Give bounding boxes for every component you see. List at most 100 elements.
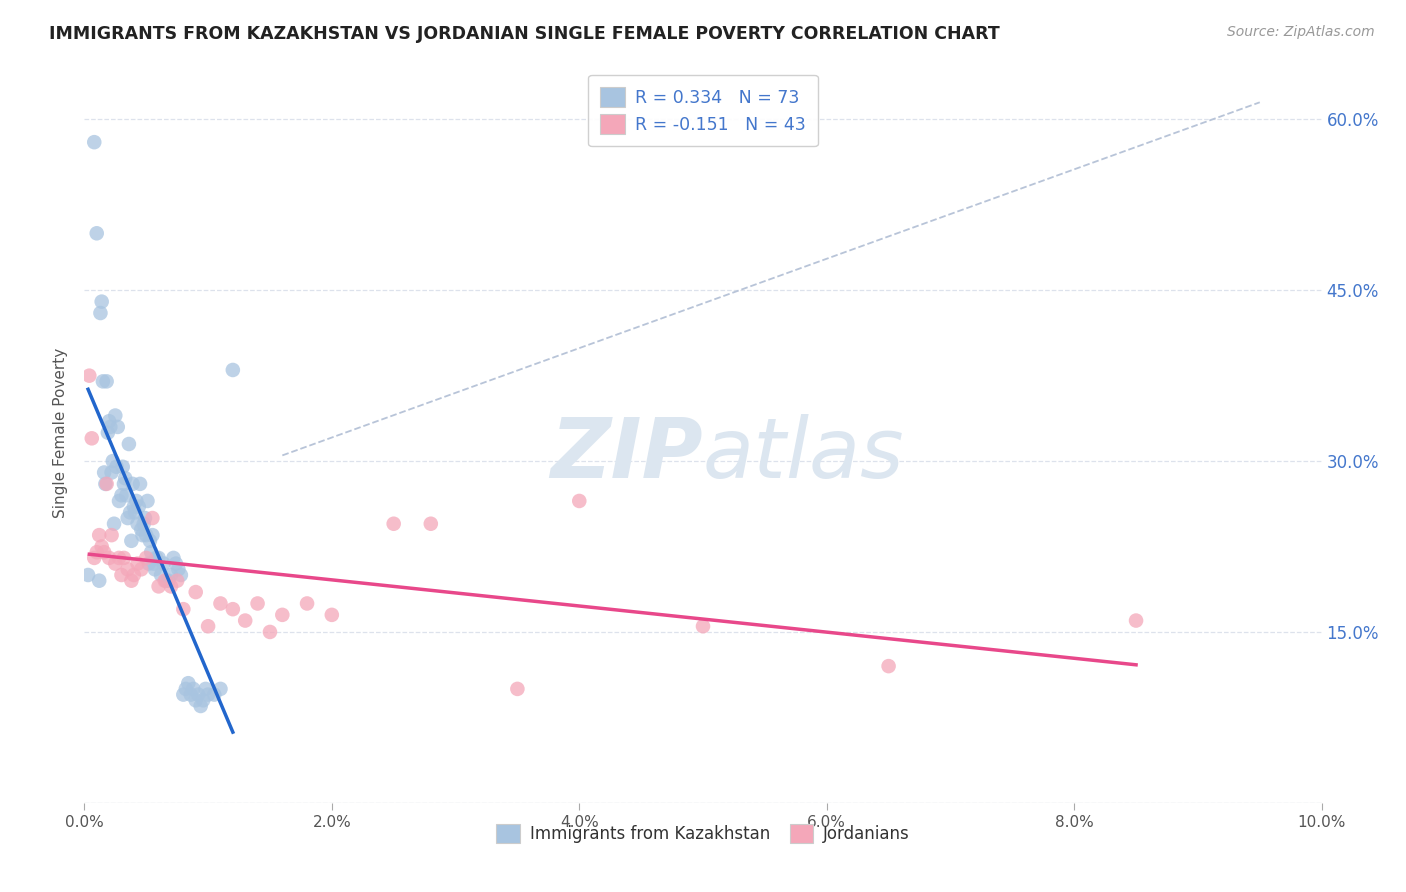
Point (174, 681, 197, 696)
Point (120, 574, 142, 588)
Point (197, 619, 219, 633)
Point (135, 528, 157, 542)
Point (110, 568, 132, 582)
Point (148, 550, 170, 565)
Point (246, 597, 269, 611)
Point (165, 557, 187, 571)
Point (111, 459, 134, 474)
Point (209, 597, 232, 611)
Point (160, 579, 183, 593)
Point (89, 306, 111, 320)
Point (96, 375, 118, 389)
Point (89, 574, 111, 588)
Point (127, 557, 149, 571)
Point (101, 454, 124, 468)
Point (141, 545, 163, 559)
Point (91, 375, 114, 389)
Point (209, 681, 232, 696)
Text: Source: ZipAtlas.com: Source: ZipAtlas.com (1227, 25, 1375, 39)
Point (93, 545, 115, 559)
Point (167, 562, 190, 576)
Point (86, 545, 108, 559)
Point (135, 550, 157, 565)
Point (122, 568, 145, 582)
Point (100, 528, 122, 542)
Point (108, 550, 131, 565)
Point (115, 488, 138, 502)
Point (122, 500, 145, 514)
Point (197, 688, 219, 702)
Point (202, 688, 225, 702)
Point (94, 476, 117, 491)
Point (80, 431, 103, 445)
Point (104, 557, 127, 571)
Point (96, 476, 118, 491)
Point (692, 619, 714, 633)
Point (129, 476, 152, 491)
Point (162, 550, 184, 565)
Point (271, 607, 294, 622)
Point (132, 516, 155, 531)
Point (103, 516, 125, 531)
Point (105, 459, 128, 474)
Point (129, 562, 152, 576)
Point (233, 614, 256, 628)
Point (141, 528, 163, 542)
Point (127, 516, 149, 531)
Point (321, 607, 343, 622)
Point (222, 602, 245, 616)
Point (166, 574, 188, 588)
Point (141, 511, 163, 525)
Point (145, 550, 167, 565)
Point (107, 420, 129, 434)
Y-axis label: Single Female Poverty: Single Female Poverty (53, 348, 69, 517)
Text: atlas: atlas (703, 414, 904, 495)
Point (131, 528, 153, 542)
Point (118, 437, 141, 451)
Point (170, 568, 193, 582)
Point (194, 681, 217, 696)
Point (90, 294, 112, 309)
Point (83, 550, 105, 565)
Point (93, 466, 115, 480)
Point (98, 550, 121, 565)
Point (295, 597, 318, 611)
Point (157, 574, 180, 588)
Point (134, 511, 156, 525)
Point (125, 494, 148, 508)
Point (77, 568, 100, 582)
Point (181, 681, 204, 696)
Point (180, 688, 202, 702)
Point (877, 659, 900, 673)
Point (184, 693, 207, 707)
Point (143, 562, 166, 576)
Point (382, 516, 405, 531)
Point (121, 476, 143, 491)
Point (191, 693, 214, 707)
Point (120, 505, 142, 519)
Point (112, 550, 135, 565)
Point (117, 562, 139, 576)
Point (124, 505, 146, 519)
Point (112, 476, 135, 491)
Point (148, 579, 170, 593)
Point (172, 602, 194, 616)
Point (150, 568, 173, 582)
Point (142, 557, 165, 571)
Point (120, 533, 142, 548)
Point (90, 540, 112, 554)
Point (155, 574, 177, 588)
Point (83, 135, 105, 149)
Point (117, 511, 139, 525)
Point (190, 698, 212, 713)
Point (98, 414, 121, 428)
Point (153, 574, 176, 588)
Point (187, 688, 209, 702)
Point (139, 533, 162, 548)
Point (86, 227, 108, 241)
Point (259, 624, 281, 639)
Point (98, 420, 121, 434)
Text: IMMIGRANTS FROM KAZAKHSTAN VS JORDANIAN SINGLE FEMALE POVERTY CORRELATION CHART: IMMIGRANTS FROM KAZAKHSTAN VS JORDANIAN … (49, 25, 1000, 43)
Point (184, 585, 207, 599)
Point (104, 409, 127, 423)
